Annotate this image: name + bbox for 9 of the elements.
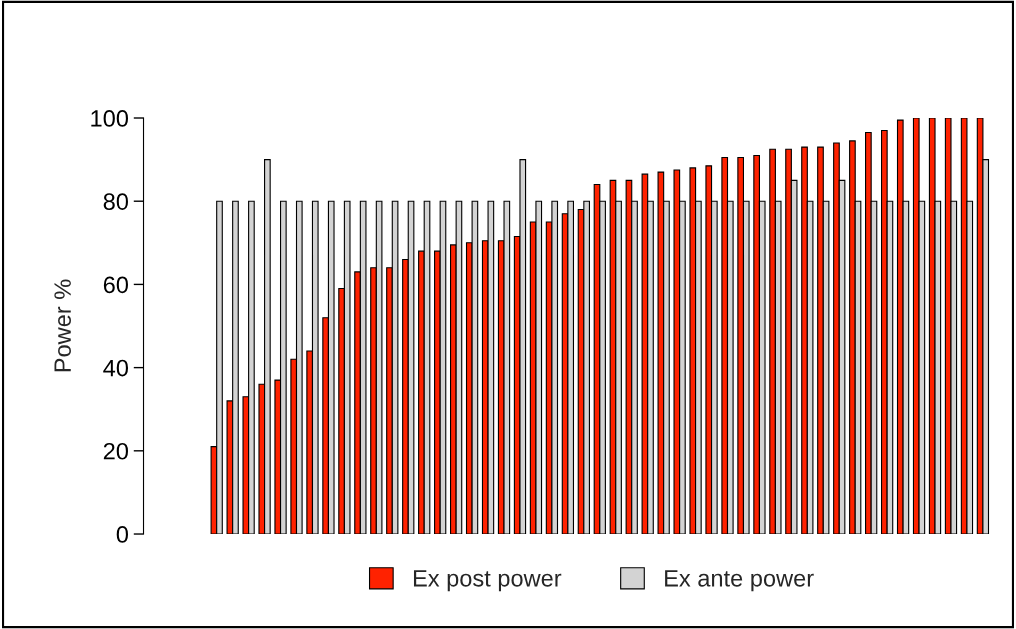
y-tick-label: 100 xyxy=(91,110,129,127)
y-axis-title: Power % xyxy=(54,279,71,372)
y-tick-label: 20 xyxy=(103,442,129,460)
legend-label: Ex ante power xyxy=(665,570,814,592)
legend-label: Ex post power xyxy=(413,570,562,592)
y-tick-label: 40 xyxy=(103,359,129,377)
y-tick-label: 0 xyxy=(116,526,129,543)
y-tick-label: 60 xyxy=(103,276,129,294)
y-tick-label: 80 xyxy=(103,193,129,210)
